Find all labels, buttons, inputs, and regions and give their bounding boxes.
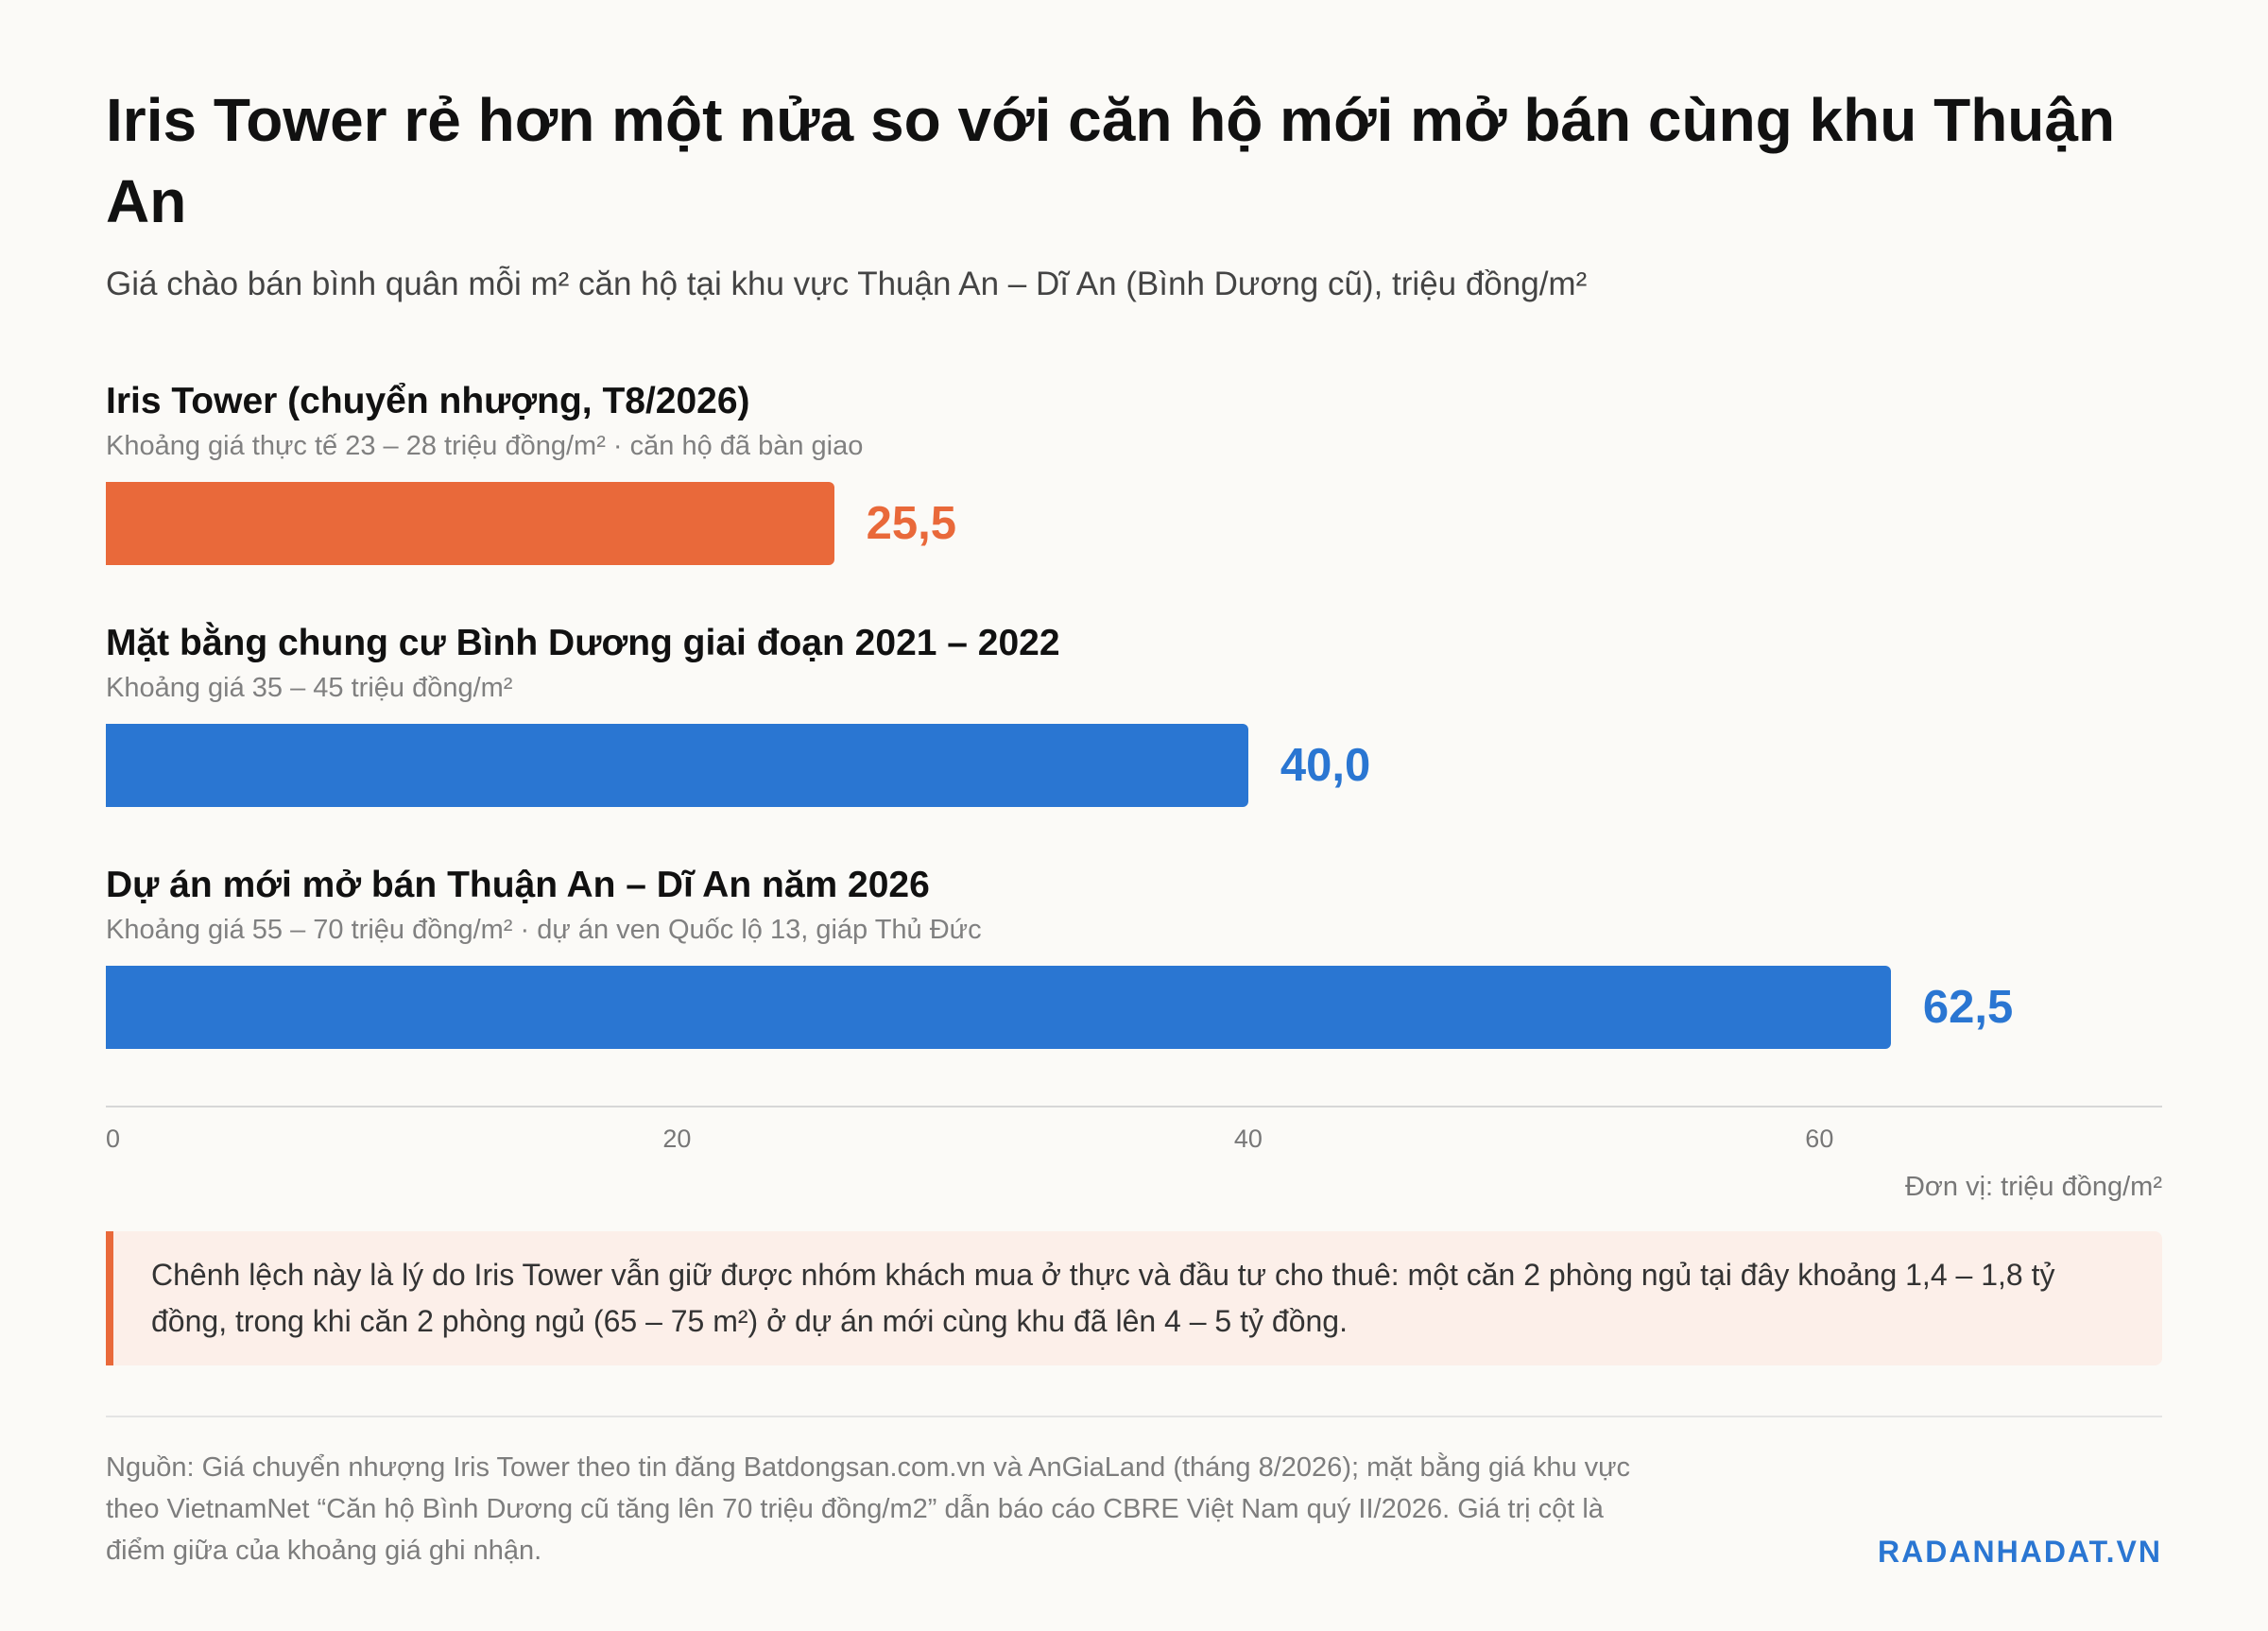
bar-value-label: 25,5	[866, 498, 957, 549]
callout-text: Chênh lệch này là lý do Iris Tower vẫn g…	[151, 1258, 2055, 1338]
bar-category-label: Dự án mới mở bán Thuận An – Dĩ An năm 20…	[106, 865, 930, 905]
unit-label: Đơn vị: triệu đồng/m²	[1904, 1172, 2162, 1202]
x-tick-label: 40	[1233, 1125, 1263, 1153]
brand-logo: RADANHADAT.VN	[1878, 1535, 2162, 1569]
x-tick-label: 0	[106, 1125, 121, 1153]
bar	[106, 724, 1248, 807]
bar-category-label: Mặt bằng chung cư Bình Dương giai đoạn 2…	[106, 623, 1060, 663]
bar-note: Khoảng giá 35 – 45 triệu đồng/m²	[106, 673, 513, 703]
x-tick-label: 60	[1805, 1125, 1834, 1153]
bar-note: Khoảng giá 55 – 70 triệu đồng/m² · dự án…	[106, 915, 982, 945]
callout-box: Chênh lệch này là lý do Iris Tower vẫn g…	[106, 1231, 2162, 1365]
x-tick-label: 20	[662, 1125, 692, 1153]
bar	[106, 482, 834, 565]
source-note: Nguồn: Giá chuyển nhượng Iris Tower theo…	[106, 1452, 1631, 1566]
bar-note: Khoảng giá thực tế 23 – 28 triệu đồng/m²…	[106, 431, 864, 461]
chart-subtitle: Giá chào bán bình quân mỗi m² căn hộ tại…	[106, 266, 1588, 302]
footer-divider	[106, 1416, 2162, 1417]
bar	[106, 966, 1891, 1049]
x-axis-line	[106, 1106, 2162, 1107]
bar-value-label: 40,0	[1280, 740, 1371, 791]
chart-title: Iris Tower rẻ hơn một nửa so với căn hộ …	[106, 86, 2116, 235]
bar-category-label: Iris Tower (chuyển nhượng, T8/2026)	[106, 381, 750, 421]
bar-value-label: 62,5	[1922, 982, 2014, 1033]
